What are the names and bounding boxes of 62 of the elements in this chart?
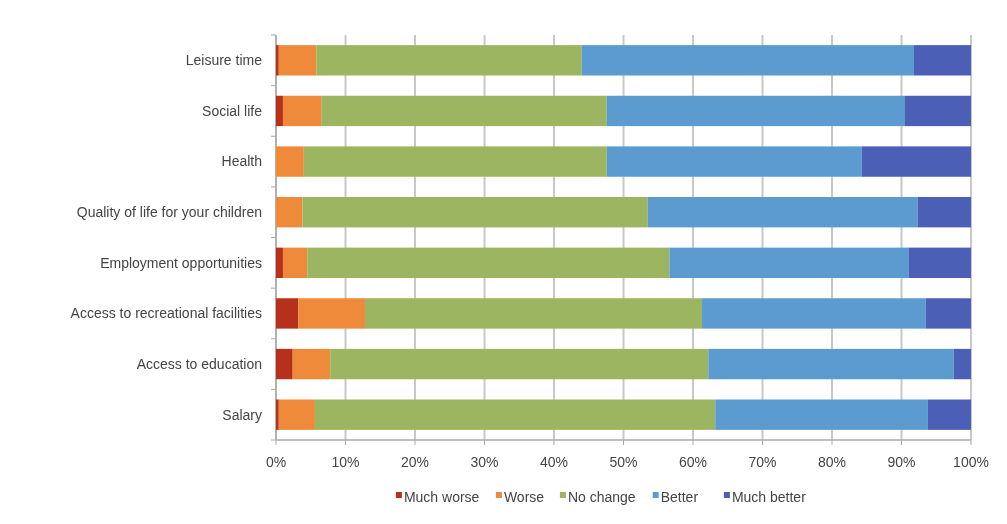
y-tick-label: Employment opportunities (100, 254, 262, 271)
bar (606, 95, 905, 127)
bar (715, 399, 928, 430)
x-tick-label: 40% (539, 454, 569, 470)
bar (606, 146, 862, 177)
bar (908, 247, 971, 278)
bar (330, 348, 709, 380)
y-tick-label: Leisure time (185, 52, 263, 69)
bar (282, 247, 308, 278)
y-tick-label: Access to education (136, 355, 262, 372)
bar (276, 146, 304, 177)
y-tick-label: Access to recreational facilities (70, 305, 262, 322)
legend-label: Better (660, 489, 699, 505)
y-tick-label: Social life (202, 102, 263, 119)
bar (917, 197, 971, 228)
x-tick-label: 70% (748, 454, 777, 470)
x-tick-label: 50% (609, 454, 638, 470)
legend-label: Much better (731, 489, 807, 505)
bar (292, 348, 331, 380)
bar (708, 348, 954, 380)
y-tick-label: Quality of life for your children (76, 204, 262, 221)
bar (925, 298, 971, 329)
bar (302, 197, 648, 228)
bar (307, 247, 670, 278)
bar (276, 45, 279, 76)
bar (303, 146, 607, 177)
bar (316, 45, 582, 76)
bar (702, 298, 926, 329)
bar (321, 95, 607, 127)
bar (276, 399, 279, 430)
x-tick-label: 100% (953, 454, 989, 470)
x-tick-label: 0% (265, 454, 287, 470)
legend-label: Worse (503, 489, 545, 505)
bar (861, 146, 971, 177)
bar (278, 399, 315, 430)
x-tick-label: 80% (817, 454, 847, 470)
bar (276, 247, 283, 278)
x-tick-label: 10% (331, 454, 360, 470)
legend-label: No change (567, 489, 636, 505)
bar (276, 197, 303, 228)
bar (647, 197, 918, 228)
legend-label: Much worse (403, 489, 480, 505)
bar (581, 45, 915, 76)
bar (669, 247, 909, 278)
bar (364, 298, 703, 329)
bar (953, 348, 971, 380)
bar (927, 399, 971, 430)
bar (278, 45, 317, 76)
y-tick-label: Salary (222, 406, 262, 423)
x-tick-label: 20% (400, 454, 430, 470)
x-tick-label: 30% (470, 454, 499, 470)
bar (282, 95, 322, 127)
bar (904, 95, 971, 127)
x-tick-label: 60% (678, 454, 708, 470)
bar (914, 45, 971, 76)
bar (276, 348, 293, 380)
x-tick-label: 90% (887, 454, 916, 470)
y-tick-label: Health (221, 153, 262, 170)
bar (276, 298, 299, 329)
bar (314, 399, 716, 430)
bar (276, 95, 283, 127)
bar (298, 298, 365, 329)
